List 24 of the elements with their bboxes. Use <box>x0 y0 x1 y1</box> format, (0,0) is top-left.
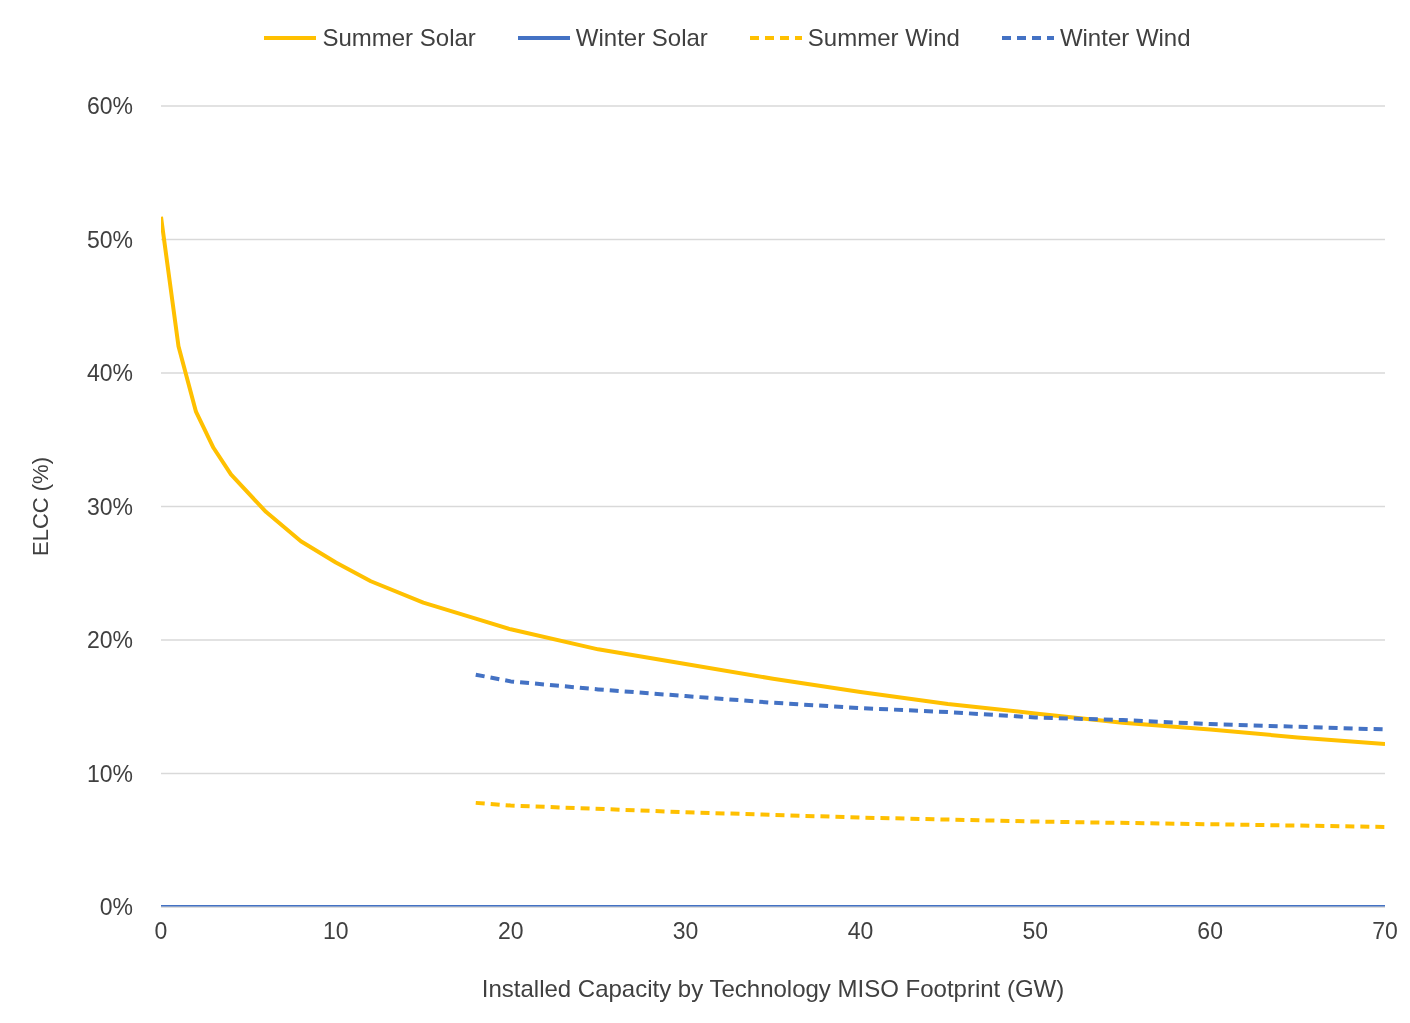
legend-label: Summer Solar <box>322 24 476 52</box>
x-tick-label: 70 <box>1372 918 1398 945</box>
x-tick-label: 60 <box>1197 918 1223 945</box>
legend-label: Summer Wind <box>807 24 960 52</box>
y-tick-label: 0% <box>99 894 133 921</box>
x-tick-label: 20 <box>497 918 524 945</box>
y-axis-title: ELCC (%) <box>27 456 53 557</box>
y-tick-label: 30% <box>86 493 133 520</box>
legend-label: Winter Wind <box>1059 24 1191 52</box>
x-tick-label: 0 <box>154 918 168 945</box>
x-tick-label: 50 <box>1022 918 1049 945</box>
line-series <box>473 800 1385 829</box>
y-tick-label: 40% <box>86 360 133 387</box>
legend-label: Winter Solar <box>575 24 708 52</box>
y-tick-label: 60% <box>86 93 133 120</box>
x-tick-label: 10 <box>323 918 349 945</box>
y-tick-label: 20% <box>86 627 133 654</box>
x-axis-title: Installed Capacity by Technology MISO Footprint (GW) <box>481 975 1065 1002</box>
y-tick-label: 10% <box>86 760 133 787</box>
line-series <box>161 214 1385 747</box>
y-tick-label: 50% <box>86 226 133 253</box>
x-tick-label: 40 <box>847 918 874 945</box>
x-tick-label: 30 <box>672 918 699 945</box>
line-series <box>473 672 1385 732</box>
